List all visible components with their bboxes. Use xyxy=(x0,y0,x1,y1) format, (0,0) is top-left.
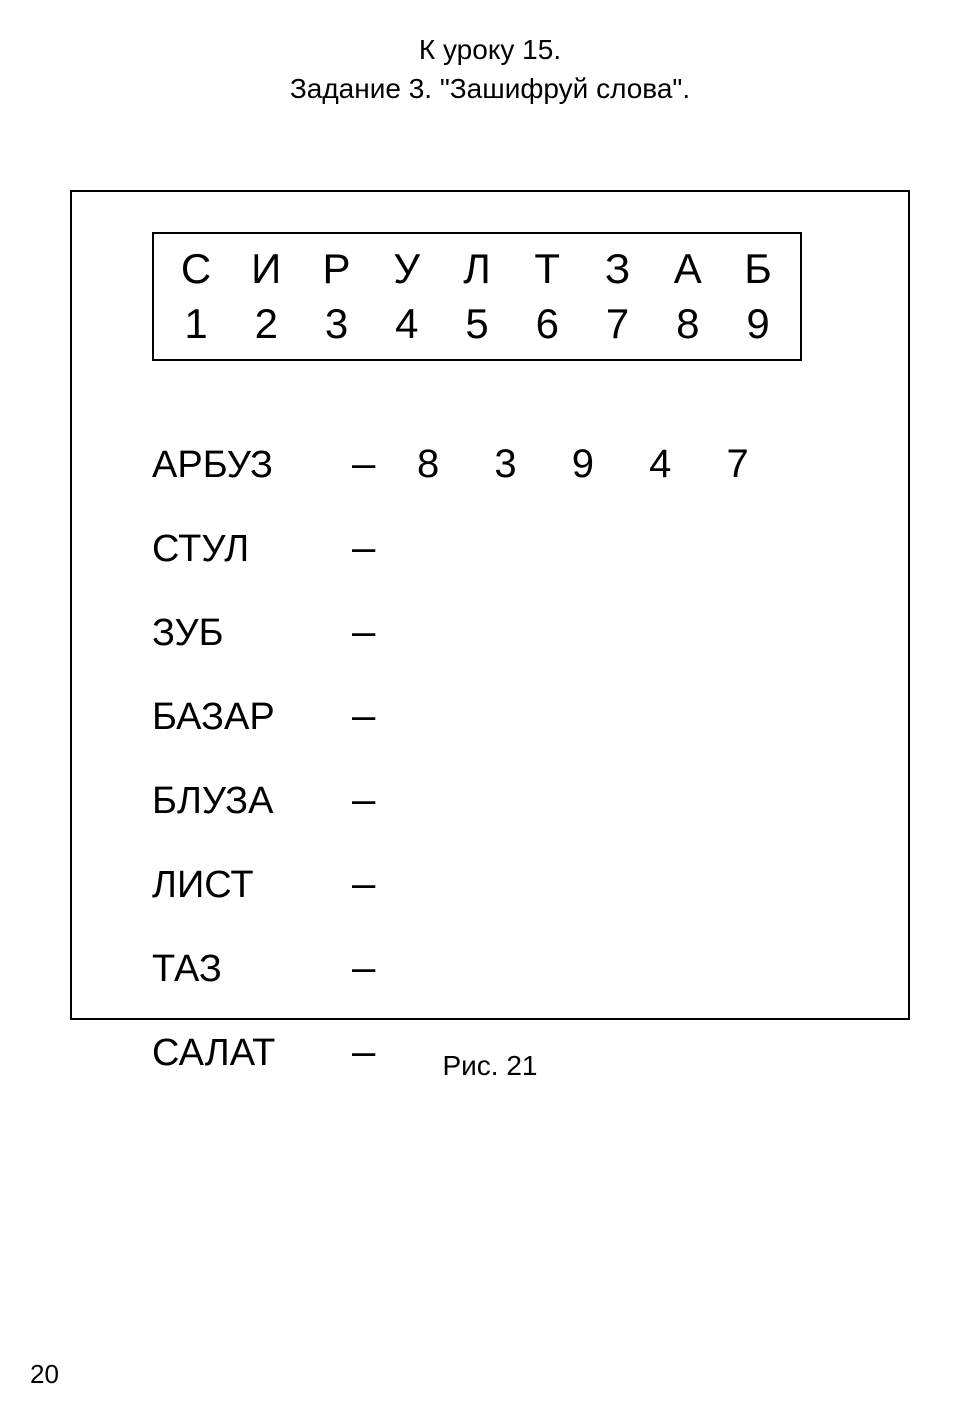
cipher-letter: Б xyxy=(728,242,788,297)
page-header: К уроку 15. Задание 3. "Зашифруй слова". xyxy=(0,0,980,108)
word-row: СТУЛ – xyxy=(152,505,848,589)
cipher-number: 3 xyxy=(307,297,367,352)
cipher-number: 5 xyxy=(447,297,507,352)
cipher-key-table: С И Р У Л Т З А Б 1 2 3 4 5 6 7 8 9 xyxy=(152,232,802,361)
word-row: ЗУБ – xyxy=(152,589,848,673)
cipher-number: 9 xyxy=(728,297,788,352)
word-dash: – xyxy=(352,757,412,841)
word-label: ТАЗ xyxy=(152,931,352,1007)
word-label: АРБУЗ xyxy=(152,427,352,503)
cipher-numbers-row: 1 2 3 4 5 6 7 8 9 xyxy=(166,297,788,352)
word-row: ЛИСТ – xyxy=(152,841,848,925)
header-line-2: Задание 3. "Зашифруй слова". xyxy=(0,69,980,108)
cipher-number: 8 xyxy=(658,297,718,352)
word-row: БЛУЗА – xyxy=(152,757,848,841)
word-dash: – xyxy=(352,925,412,1009)
word-dash: – xyxy=(352,505,412,589)
cipher-letter: А xyxy=(658,242,718,297)
word-label: СТУЛ xyxy=(152,511,352,587)
word-label: БЛУЗА xyxy=(152,763,352,839)
header-line-1: К уроку 15. xyxy=(0,30,980,69)
cipher-number: 7 xyxy=(588,297,648,352)
words-list: АРБУЗ – 8 3 9 4 7 СТУЛ – ЗУБ – БАЗАР – Б… xyxy=(152,421,848,1093)
cipher-number: 6 xyxy=(517,297,577,352)
word-label: БАЗАР xyxy=(152,679,352,755)
word-dash: – xyxy=(352,673,412,757)
cipher-letter: И xyxy=(236,242,296,297)
exercise-box: С И Р У Л Т З А Б 1 2 3 4 5 6 7 8 9 АРБУ… xyxy=(70,190,910,1020)
word-dash: – xyxy=(352,421,412,505)
word-row: ТАЗ – xyxy=(152,925,848,1009)
cipher-number: 2 xyxy=(236,297,296,352)
page-number: 20 xyxy=(30,1359,59,1390)
figure-caption: Рис. 21 xyxy=(0,1050,980,1082)
word-row: АРБУЗ – 8 3 9 4 7 xyxy=(152,421,848,505)
cipher-letter: Р xyxy=(307,242,367,297)
cipher-letter: С xyxy=(166,242,226,297)
cipher-letter: З xyxy=(588,242,648,297)
cipher-letter: Т xyxy=(517,242,577,297)
cipher-number: 1 xyxy=(166,297,226,352)
word-code: 8 3 9 4 7 xyxy=(412,424,771,504)
cipher-letter: У xyxy=(377,242,437,297)
word-dash: – xyxy=(352,841,412,925)
word-row: БАЗАР – xyxy=(152,673,848,757)
word-label: ЗУБ xyxy=(152,595,352,671)
cipher-letter: Л xyxy=(447,242,507,297)
cipher-number: 4 xyxy=(377,297,437,352)
word-dash: – xyxy=(352,589,412,673)
word-label: ЛИСТ xyxy=(152,847,352,923)
cipher-letters-row: С И Р У Л Т З А Б xyxy=(166,242,788,297)
